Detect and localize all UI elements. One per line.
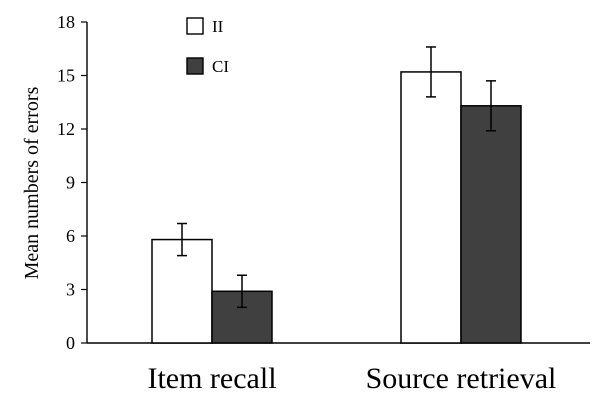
y-tick-label: 18 <box>57 12 75 32</box>
bar-ii-2 <box>400 71 462 344</box>
legend-swatch <box>186 17 204 35</box>
bar-ci-2 <box>460 105 522 344</box>
y-ticks: 0 3 6 9 12 15 18 <box>57 12 87 353</box>
legend-swatch <box>186 57 204 75</box>
legend: II CI <box>186 17 229 76</box>
category-labels: Item recall Source retrieval <box>147 362 556 395</box>
y-axis-label: Mean numbers of errors <box>21 86 43 279</box>
legend-label: CI <box>212 57 229 76</box>
bars <box>151 71 522 344</box>
legend-label: II <box>212 17 224 36</box>
y-tick-label: 9 <box>66 173 75 193</box>
error-bars <box>177 46 496 309</box>
y-tick-label: 15 <box>57 66 75 86</box>
x-category-label: Item recall <box>147 362 276 395</box>
y-tick-label: 12 <box>57 119 75 139</box>
y-tick-label: 6 <box>66 226 75 246</box>
x-category-label: Source retrieval <box>366 362 557 395</box>
y-tick-label: 3 <box>66 280 75 300</box>
y-tick-label: 0 <box>66 333 75 353</box>
